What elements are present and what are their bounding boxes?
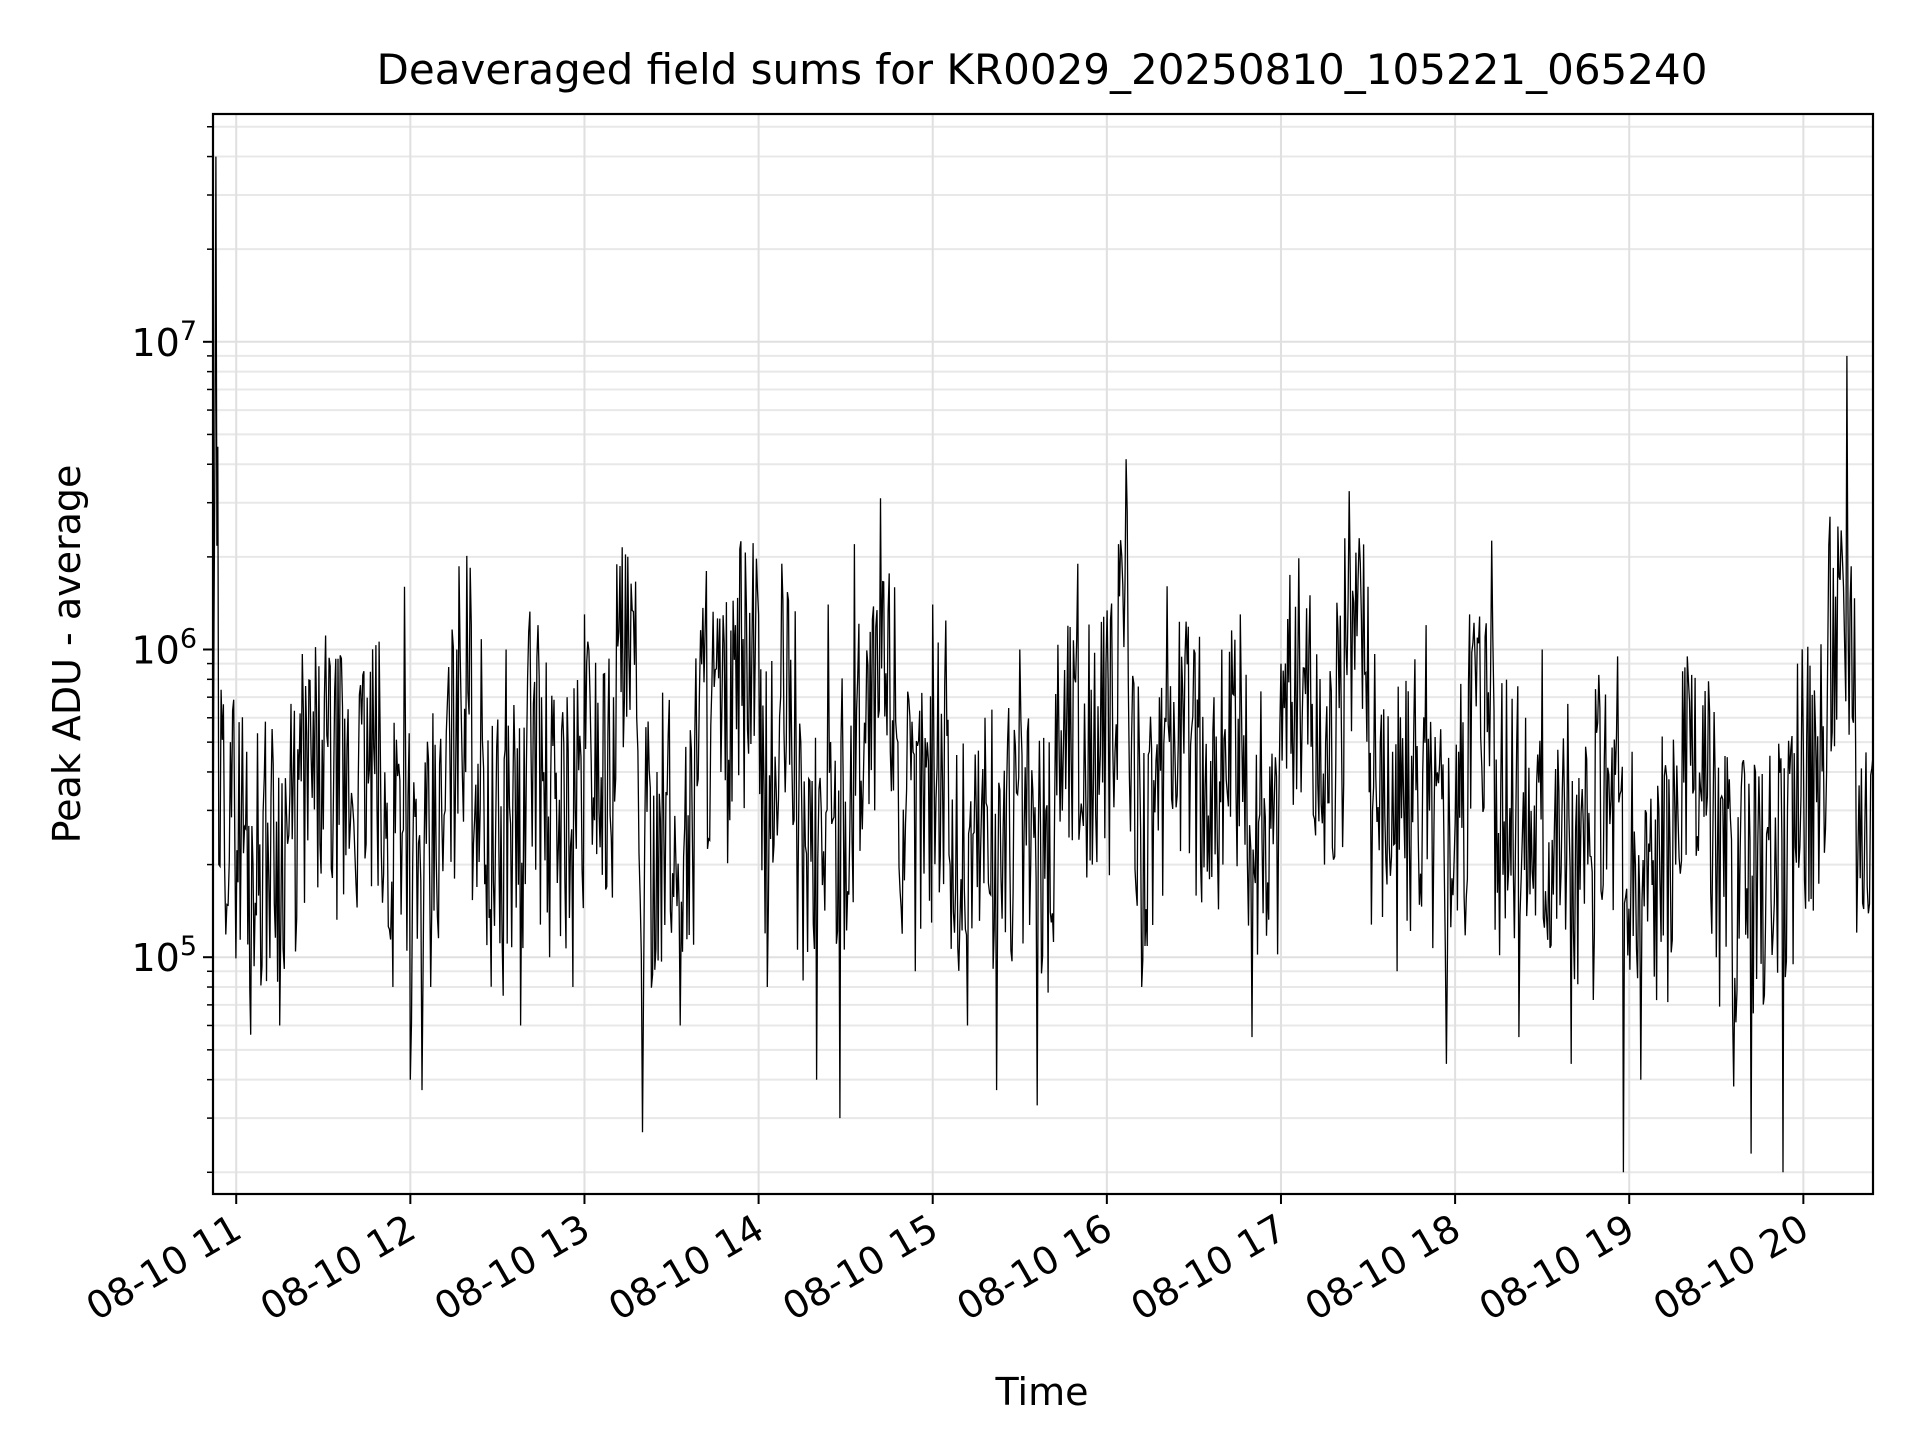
y-tick-label: 105 <box>131 931 197 980</box>
plot-area <box>213 156 1873 1173</box>
x-axis-label: Time <box>995 1370 1089 1414</box>
y-axis: 105 106 107 <box>131 125 213 1174</box>
series-line <box>213 156 1873 1173</box>
plot-frame <box>211 112 1875 1196</box>
chart-title: Deaveraged field sums for KR0029_2025081… <box>377 45 1708 94</box>
y-axis-label: Peak ADU - average <box>45 465 89 844</box>
y-tick-label: 106 <box>131 624 197 673</box>
y-tick-label: 107 <box>131 316 197 365</box>
